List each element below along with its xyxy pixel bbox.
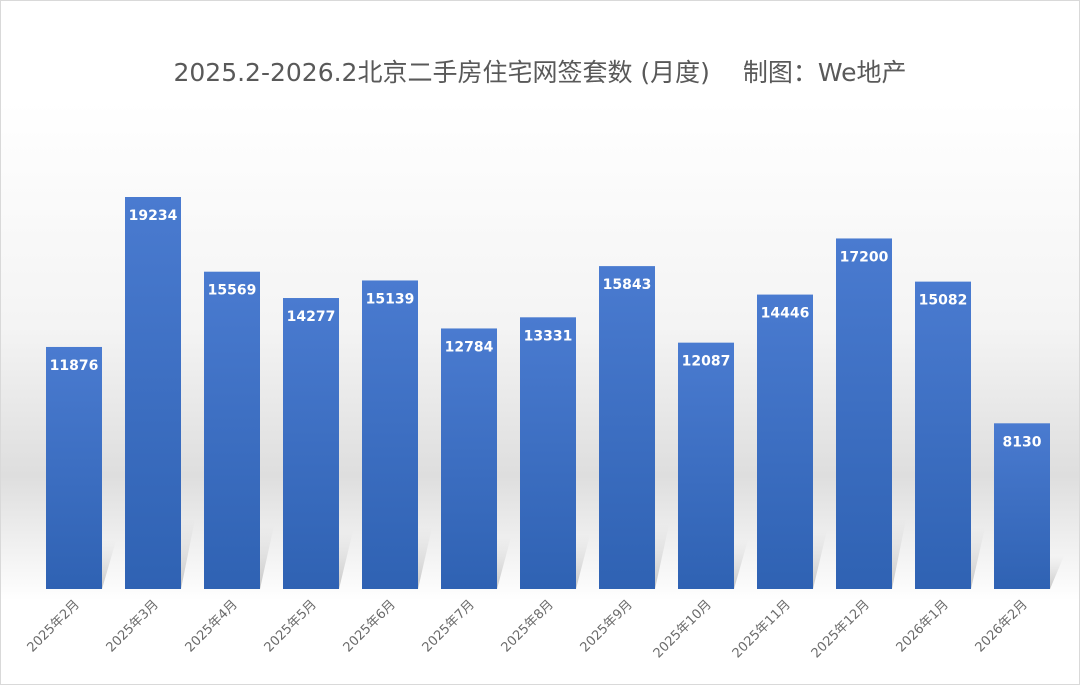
x-tick-label: 2025年8月 (499, 597, 557, 655)
x-tick-label: 2025年6月 (341, 597, 399, 655)
x-tick-label: 2025年11月 (730, 597, 794, 661)
chart-title: 2025.2-2026.2北京二手房住宅网签套数 (月度) 制图：We地产 (173, 58, 906, 87)
x-tick-label: 2025年2月 (25, 597, 83, 655)
bar (441, 328, 497, 589)
bar (994, 423, 1050, 589)
x-tick-label: 2025年3月 (104, 597, 162, 655)
data-label: 15139 (366, 291, 415, 307)
bar (204, 271, 260, 589)
x-tick-label: 2025年10月 (651, 597, 715, 661)
bars-group (46, 197, 1050, 589)
data-label: 14277 (287, 309, 336, 325)
x-tick-label: 2026年2月 (973, 597, 1031, 655)
x-tick-label: 2025年7月 (420, 597, 478, 655)
data-label: 11876 (50, 358, 99, 374)
bar (520, 317, 576, 589)
data-label: 8130 (1003, 434, 1042, 450)
x-tick-label: 2026年1月 (894, 597, 952, 655)
x-tick-labels-group: 2025年2月 2025年3月 2025年4月 2025年5月 2025年6月 2025年… (25, 597, 1031, 661)
data-label: 13331 (524, 328, 573, 344)
data-label: 15082 (919, 293, 968, 309)
x-tick-label: 2025年5月 (262, 597, 320, 655)
bar (757, 294, 813, 589)
bar (125, 197, 181, 589)
data-labels-group: 11876 19234 15569 14277 15139 12784 13331 15843… (50, 208, 1042, 450)
bar (915, 281, 971, 589)
data-label: 14446 (761, 306, 810, 322)
bar (283, 298, 339, 589)
x-tick-label: 2025年12月 (809, 597, 873, 661)
bar (46, 346, 102, 589)
data-label: 12087 (682, 354, 731, 370)
bar (599, 266, 655, 589)
data-label: 15843 (603, 277, 652, 293)
data-label: 17200 (840, 249, 889, 265)
data-label: 15569 (208, 283, 257, 299)
bar (678, 342, 734, 589)
bar (362, 280, 418, 589)
x-tick-label: 2025年4月 (183, 597, 241, 655)
data-label: 19234 (129, 208, 178, 224)
data-label: 12784 (445, 339, 494, 355)
bar (836, 238, 892, 589)
x-tick-label: 2025年9月 (578, 597, 636, 655)
